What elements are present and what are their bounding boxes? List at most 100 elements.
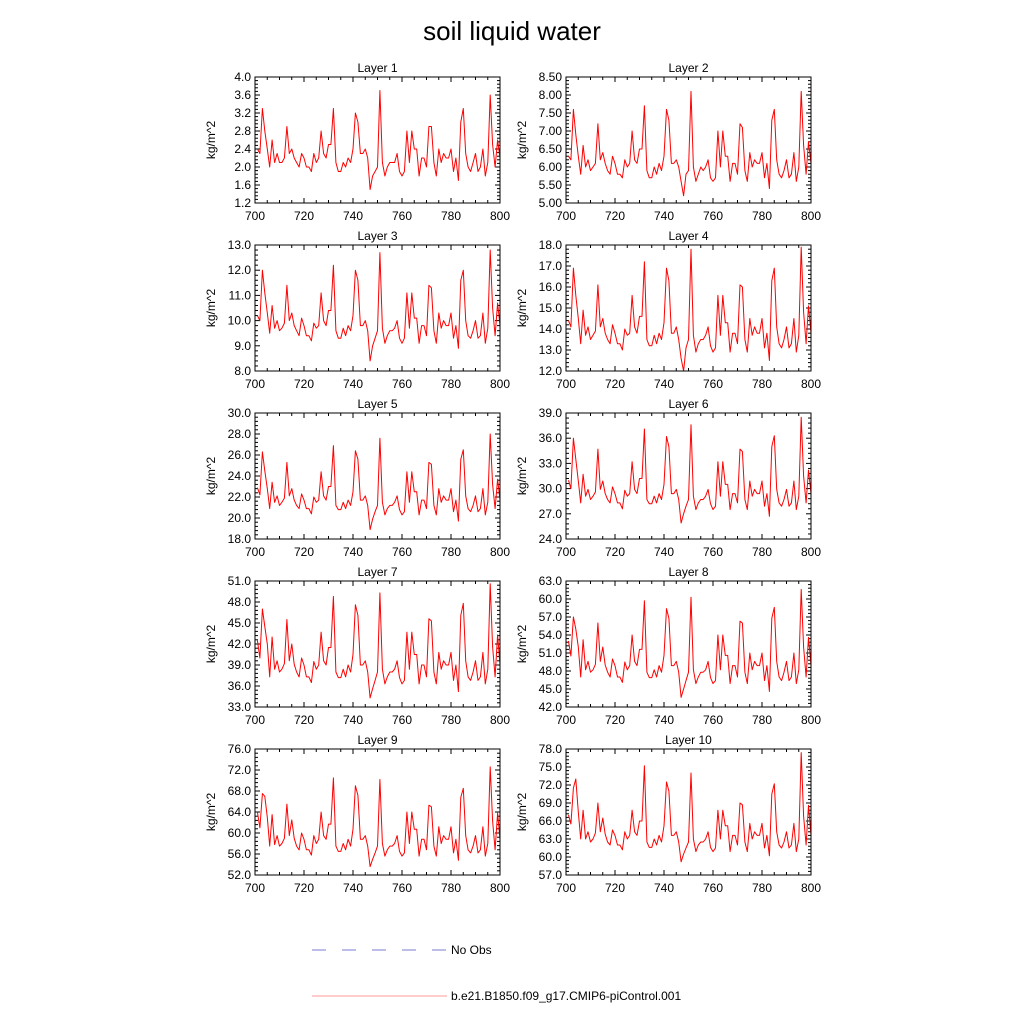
y-tick-label: 36.0: [539, 431, 563, 445]
x-tick-label: 800: [801, 209, 821, 223]
y-tick-label: 2.0: [234, 160, 251, 174]
series-line: [256, 766, 501, 868]
x-tick-label: 740: [654, 881, 674, 895]
y-axis-label: kg/m^2: [515, 625, 529, 664]
y-tick-label: 2.4: [234, 142, 251, 156]
x-tick-label: 720: [294, 377, 314, 391]
x-tick-label: 720: [605, 713, 625, 727]
panel-layer-3: Layer 3 kg/m^2 700 720 740 760 780 800 8.0 9.0 10.…: [204, 229, 510, 391]
y-tick-label: 60.0: [539, 850, 563, 864]
y-tick-label: 52.0: [228, 868, 252, 882]
y-tick-label: 20.0: [228, 511, 252, 525]
x-tick-label: 720: [294, 713, 314, 727]
panel-title: Layer 1: [357, 61, 397, 75]
y-tick-label: 42.0: [228, 637, 252, 651]
y-tick-label: 6.00: [539, 160, 563, 174]
legend-no-obs-label: No Obs: [451, 943, 492, 957]
y-tick-label: 15.0: [539, 301, 563, 315]
x-tick-label: 780: [752, 545, 772, 559]
y-axis-label: kg/m^2: [204, 793, 218, 832]
y-tick-label: 78.0: [539, 742, 563, 756]
y-tick-label: 8.0: [234, 364, 251, 378]
legend: No Obs b.e21.B1850.f09_g17.CMIP6-piContr…: [312, 943, 681, 1003]
x-tick-label: 740: [343, 377, 363, 391]
x-tick-label: 700: [556, 209, 576, 223]
y-tick-label: 17.0: [539, 259, 563, 273]
x-tick-label: 700: [245, 713, 265, 727]
y-tick-label: 10.0: [228, 314, 252, 328]
plot-frame: [565, 580, 812, 708]
y-tick-label: 2.8: [234, 124, 251, 138]
x-tick-label: 700: [556, 881, 576, 895]
y-tick-label: 72.0: [228, 763, 252, 777]
x-tick-label: 780: [441, 545, 461, 559]
x-tick-label: 700: [245, 545, 265, 559]
x-tick-label: 720: [605, 881, 625, 895]
y-tick-label: 63.0: [539, 574, 563, 588]
y-tick-label: 1.6: [234, 178, 251, 192]
y-tick-label: 13.0: [228, 238, 252, 252]
y-axis-label: kg/m^2: [204, 289, 218, 328]
y-tick-label: 45.0: [539, 682, 563, 696]
y-axis-label: kg/m^2: [515, 793, 529, 832]
x-tick-label: 760: [392, 713, 412, 727]
x-tick-label: 740: [343, 209, 363, 223]
y-tick-label: 7.00: [539, 124, 563, 138]
y-tick-label: 11.0: [229, 288, 252, 302]
y-tick-label: 18.0: [228, 532, 252, 546]
y-axis-label: kg/m^2: [204, 625, 218, 664]
x-tick-label: 800: [801, 545, 821, 559]
y-tick-label: 33.0: [228, 700, 252, 714]
x-tick-label: 780: [441, 377, 461, 391]
y-tick-label: 64.0: [228, 805, 252, 819]
x-tick-label: 800: [801, 377, 821, 391]
plot-frame: [565, 244, 812, 372]
y-tick-label: 12.0: [228, 263, 252, 277]
x-tick-label: 800: [801, 713, 821, 727]
x-tick-label: 800: [490, 713, 510, 727]
panel-layer-4: Layer 4 kg/m^2 700 720 740 760 780 800 12.0 13.0 1…: [515, 229, 821, 391]
x-tick-label: 760: [392, 377, 412, 391]
y-tick-label: 1.2: [234, 196, 251, 210]
x-tick-label: 780: [441, 881, 461, 895]
x-tick-label: 800: [490, 881, 510, 895]
y-tick-label: 68.0: [228, 784, 252, 798]
y-tick-label: 28.0: [228, 427, 252, 441]
plot-frame: [565, 748, 812, 876]
y-tick-label: 12.0: [539, 364, 563, 378]
x-tick-label: 760: [703, 377, 723, 391]
plot-frame: [254, 76, 501, 204]
y-tick-label: 54.0: [539, 628, 563, 642]
plot-frame: [254, 580, 501, 708]
y-axis-label: kg/m^2: [515, 289, 529, 328]
panel-layer-2: Layer 2 kg/m^2 700 720 740 760 780 800 5.00 5.50 6…: [515, 61, 821, 223]
y-tick-label: 36.0: [228, 679, 252, 693]
x-tick-label: 780: [752, 209, 772, 223]
x-tick-label: 720: [605, 377, 625, 391]
y-tick-label: 8.00: [539, 88, 563, 102]
x-tick-label: 760: [703, 545, 723, 559]
panel-title: Layer 4: [668, 229, 708, 243]
y-tick-label: 57.0: [539, 868, 563, 882]
panel-title: Layer 9: [357, 733, 397, 747]
plot-frame: [565, 76, 812, 204]
y-tick-label: 33.0: [539, 456, 563, 470]
y-tick-label: 6.50: [539, 142, 563, 156]
x-tick-label: 700: [245, 209, 265, 223]
x-tick-label: 760: [703, 881, 723, 895]
x-tick-label: 800: [490, 545, 510, 559]
y-tick-label: 45.0: [228, 616, 252, 630]
x-tick-label: 760: [392, 545, 412, 559]
x-tick-label: 700: [245, 377, 265, 391]
series-line: [256, 583, 501, 699]
panel-layer-5: Layer 5 kg/m^2 700 720 740 760 780 800 18.0 20.0 2…: [204, 397, 510, 559]
series-line: [256, 249, 501, 362]
series-line: [568, 90, 812, 197]
x-tick-label: 740: [343, 545, 363, 559]
y-tick-label: 26.0: [228, 448, 252, 462]
y-tick-label: 13.0: [539, 343, 563, 357]
y-tick-label: 3.6: [234, 88, 251, 102]
x-tick-label: 700: [556, 377, 576, 391]
y-tick-label: 18.0: [539, 238, 563, 252]
series-line: [568, 246, 812, 372]
